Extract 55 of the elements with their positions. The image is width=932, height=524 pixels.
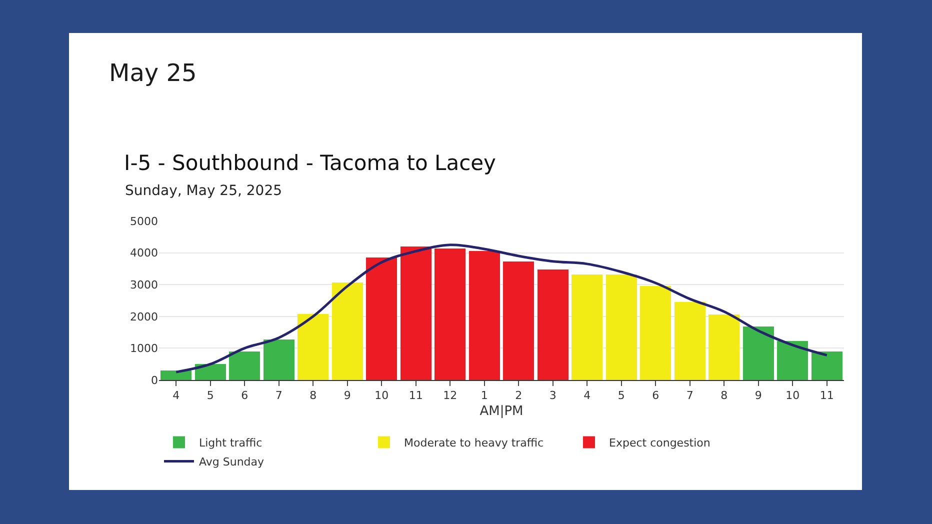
bar bbox=[332, 282, 363, 380]
bar bbox=[811, 351, 842, 380]
x-tick-label: 11 bbox=[408, 389, 423, 402]
y-tick-label: 5000 bbox=[130, 214, 158, 228]
bar bbox=[160, 370, 192, 380]
legend-label: Avg Sunday bbox=[199, 455, 265, 468]
bar bbox=[434, 248, 466, 380]
x-tick-label: 6 bbox=[241, 389, 248, 402]
y-tick-label: 3000 bbox=[130, 278, 158, 292]
y-tick-label: 2000 bbox=[130, 310, 158, 324]
bar bbox=[537, 269, 568, 380]
bar bbox=[572, 274, 603, 380]
x-tick-label: 11 bbox=[820, 389, 834, 402]
y-tick-label: 1000 bbox=[130, 342, 158, 356]
bar bbox=[263, 340, 294, 380]
x-tick-label: 6 bbox=[652, 389, 660, 402]
x-tick-label: 9 bbox=[344, 389, 351, 402]
x-tick-label: 10 bbox=[786, 389, 800, 402]
bar bbox=[503, 261, 534, 380]
line-series bbox=[174, 244, 828, 374]
bar bbox=[708, 314, 740, 380]
bar bbox=[742, 326, 774, 380]
bar bbox=[777, 340, 808, 380]
y-tick-label: 4000 bbox=[130, 246, 158, 260]
x-axis-title: AM|PM bbox=[480, 404, 524, 419]
chart-title: I-5 - Southbound - Tacoma to Lacey bbox=[124, 151, 496, 175]
x-tick-label: 8 bbox=[720, 389, 728, 402]
legend-label: Moderate to heavy traffic bbox=[404, 436, 544, 450]
bar bbox=[366, 258, 398, 380]
x-tick-label: 8 bbox=[310, 389, 317, 402]
bar bbox=[606, 274, 637, 380]
x-tick-label: 4 bbox=[172, 389, 180, 402]
chart-subtitle: Sunday, May 25, 2025 bbox=[125, 183, 282, 199]
bar bbox=[468, 251, 500, 380]
bar bbox=[640, 286, 672, 380]
x-tick-label: 7 bbox=[686, 389, 694, 402]
bar bbox=[229, 351, 260, 380]
x-tick-label: 10 bbox=[374, 389, 389, 402]
x-tick-label: 3 bbox=[549, 389, 556, 402]
x-tick-label: 5 bbox=[618, 389, 625, 402]
legend-label: Expect congestion bbox=[609, 436, 710, 450]
bar bbox=[400, 246, 432, 380]
x-tick-label: 12 bbox=[443, 389, 458, 402]
x-tick-label: 1 bbox=[480, 389, 488, 402]
x-tick-label: 7 bbox=[275, 389, 282, 402]
x-tick-label: 4 bbox=[584, 389, 591, 402]
bar bbox=[298, 314, 329, 380]
bar bbox=[194, 364, 226, 380]
text: May 25 bbox=[109, 59, 197, 87]
y-tick-label: 0 bbox=[151, 374, 158, 387]
x-tick-label: 5 bbox=[206, 389, 214, 402]
x-tick-label: 2 bbox=[515, 389, 522, 402]
bar bbox=[674, 302, 706, 380]
x-tick-label: 9 bbox=[754, 389, 762, 402]
legend-label: Light traffic bbox=[199, 436, 262, 450]
